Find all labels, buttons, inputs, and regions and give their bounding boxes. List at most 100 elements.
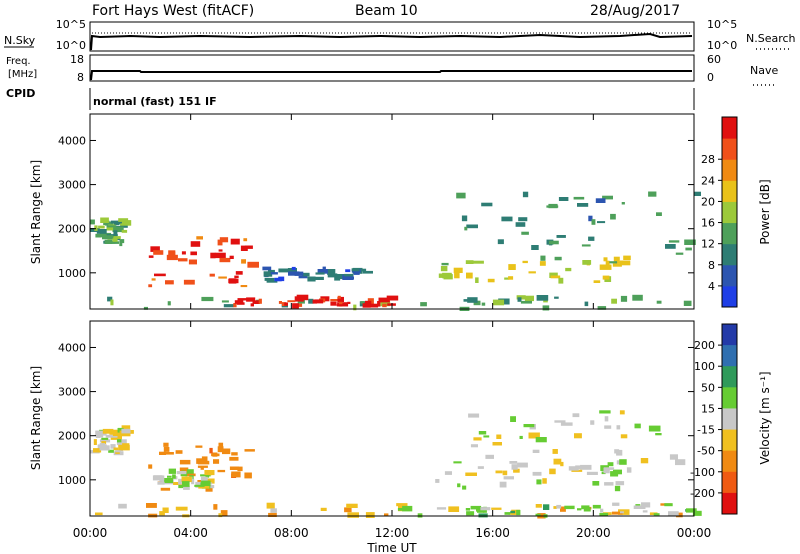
data-cell — [656, 300, 662, 304]
data-cell — [572, 413, 580, 418]
data-cell — [264, 277, 275, 281]
data-cell — [577, 203, 589, 207]
data-cell — [274, 277, 282, 282]
data-cell — [448, 506, 460, 512]
data-cell — [252, 301, 258, 304]
data-cell — [466, 224, 478, 229]
data-cell — [648, 191, 657, 197]
data-cell — [278, 301, 282, 304]
data-cell — [603, 467, 615, 470]
data-cell — [377, 301, 381, 307]
data-cell — [100, 445, 110, 451]
data-cell — [535, 504, 542, 508]
data-cell — [217, 446, 224, 453]
data-cell — [205, 475, 210, 478]
data-cell — [597, 306, 607, 310]
beam-label: Beam 10 — [355, 3, 418, 19]
data-cell — [495, 470, 503, 474]
noise-right-tick-bottom: 10^0 — [707, 39, 737, 52]
data-cell — [466, 272, 473, 279]
colorbar-swatch — [722, 117, 737, 139]
data-cell — [586, 471, 598, 475]
data-cell — [288, 271, 300, 276]
data-cell — [543, 504, 550, 510]
data-cell — [230, 238, 240, 245]
data-cell — [212, 452, 218, 457]
colorbar-swatch — [722, 180, 737, 202]
data-cell — [99, 439, 111, 443]
data-cell — [581, 244, 591, 247]
data-cell — [532, 471, 542, 476]
data-cell — [102, 428, 110, 434]
data-cell — [347, 301, 351, 304]
data-cell — [442, 272, 452, 279]
colorbar-frame — [721, 323, 738, 515]
data-cell — [542, 478, 547, 484]
data-cell — [159, 511, 165, 516]
data-cell — [515, 222, 526, 227]
y-tick-label: 4000 — [58, 134, 86, 147]
data-cell — [517, 297, 522, 302]
data-cell — [213, 459, 220, 464]
data-cell — [118, 444, 130, 451]
data-cell — [620, 511, 624, 514]
colorbar-tick-label: -50 — [697, 445, 715, 458]
velocity-colorbar: 200 100 50 15 -15 -50 -100 -200 — [690, 323, 738, 515]
data-cell — [320, 507, 327, 511]
data-cell — [616, 460, 621, 465]
data-cell — [565, 267, 572, 272]
data-cell — [118, 503, 127, 509]
data-cell — [186, 469, 194, 474]
x-axis-ticklabels: 00:00 04:00 08:00 12:00 16:00 20:00 00:00 — [73, 526, 712, 540]
data-cell — [384, 513, 389, 517]
data-cell — [528, 432, 540, 439]
data-cell — [200, 476, 208, 482]
noise-right-label: N.Search — [746, 32, 796, 45]
data-cell — [185, 473, 196, 477]
noise-left-tick-top: 10^5 — [56, 18, 86, 31]
data-cell — [468, 413, 480, 418]
data-cell — [237, 298, 247, 301]
data-cell — [148, 284, 153, 288]
data-cell — [105, 434, 118, 438]
data-cell — [95, 435, 101, 438]
colorbar-swatch — [722, 243, 737, 266]
data-cell — [604, 482, 614, 486]
data-cell — [109, 428, 114, 435]
data-cell — [345, 269, 351, 273]
data-cell — [162, 507, 169, 513]
data-cell — [504, 277, 510, 280]
colorbar-tick-label: -200 — [690, 487, 715, 500]
data-cell — [182, 481, 190, 487]
data-cell — [336, 304, 348, 307]
data-cell — [96, 229, 107, 234]
data-cell — [178, 478, 183, 485]
data-cell — [548, 240, 559, 245]
date-label: 28/Aug/2017 — [590, 3, 680, 19]
data-cell — [121, 428, 131, 434]
y-tick-label: 4000 — [58, 341, 86, 354]
data-cell — [615, 481, 625, 486]
y-tick-label: 3000 — [58, 386, 86, 399]
data-cell — [183, 486, 190, 490]
data-cell — [556, 235, 566, 238]
data-cell — [535, 513, 541, 517]
data-cell — [543, 299, 548, 303]
data-cell — [337, 296, 344, 302]
data-cell — [113, 447, 119, 451]
data-cell — [151, 278, 156, 281]
data-cell — [496, 434, 502, 439]
data-cell — [593, 280, 601, 283]
data-cell — [117, 439, 122, 443]
freq-left-label-1: Freq. — [6, 56, 31, 67]
data-cell — [465, 472, 477, 476]
colorbar-swatch — [722, 159, 737, 181]
data-cell — [560, 461, 564, 467]
data-cell — [284, 302, 288, 306]
x-tick-label: 08:00 — [274, 526, 309, 540]
data-cell — [508, 512, 519, 515]
data-cell — [322, 266, 326, 272]
data-cell — [143, 306, 148, 310]
data-cell — [532, 449, 540, 453]
data-cell — [164, 478, 174, 483]
